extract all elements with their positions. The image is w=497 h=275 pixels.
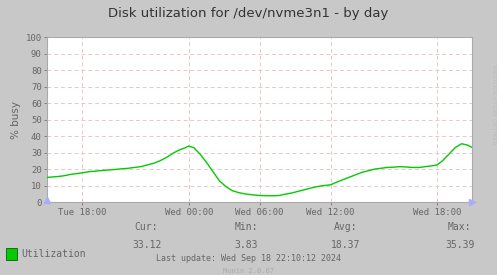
Text: Disk utilization for /dev/nvme3n1 - by day: Disk utilization for /dev/nvme3n1 - by d… bbox=[108, 7, 389, 20]
Y-axis label: % busy: % busy bbox=[11, 101, 21, 139]
Text: RRDTOOL / TOBI OETIKER: RRDTOOL / TOBI OETIKER bbox=[491, 64, 496, 145]
Text: 18.37: 18.37 bbox=[331, 240, 360, 250]
Text: 33.12: 33.12 bbox=[132, 240, 162, 250]
Text: Cur:: Cur: bbox=[135, 222, 159, 232]
Text: Max:: Max: bbox=[448, 222, 472, 232]
Text: Last update: Wed Sep 18 22:10:12 2024: Last update: Wed Sep 18 22:10:12 2024 bbox=[156, 254, 341, 263]
Text: Avg:: Avg: bbox=[333, 222, 357, 232]
Text: Munin 2.0.67: Munin 2.0.67 bbox=[223, 268, 274, 274]
Text: Min:: Min: bbox=[234, 222, 258, 232]
Text: 35.39: 35.39 bbox=[445, 240, 475, 250]
Text: Utilization: Utilization bbox=[21, 249, 85, 258]
Text: 3.83: 3.83 bbox=[234, 240, 258, 250]
